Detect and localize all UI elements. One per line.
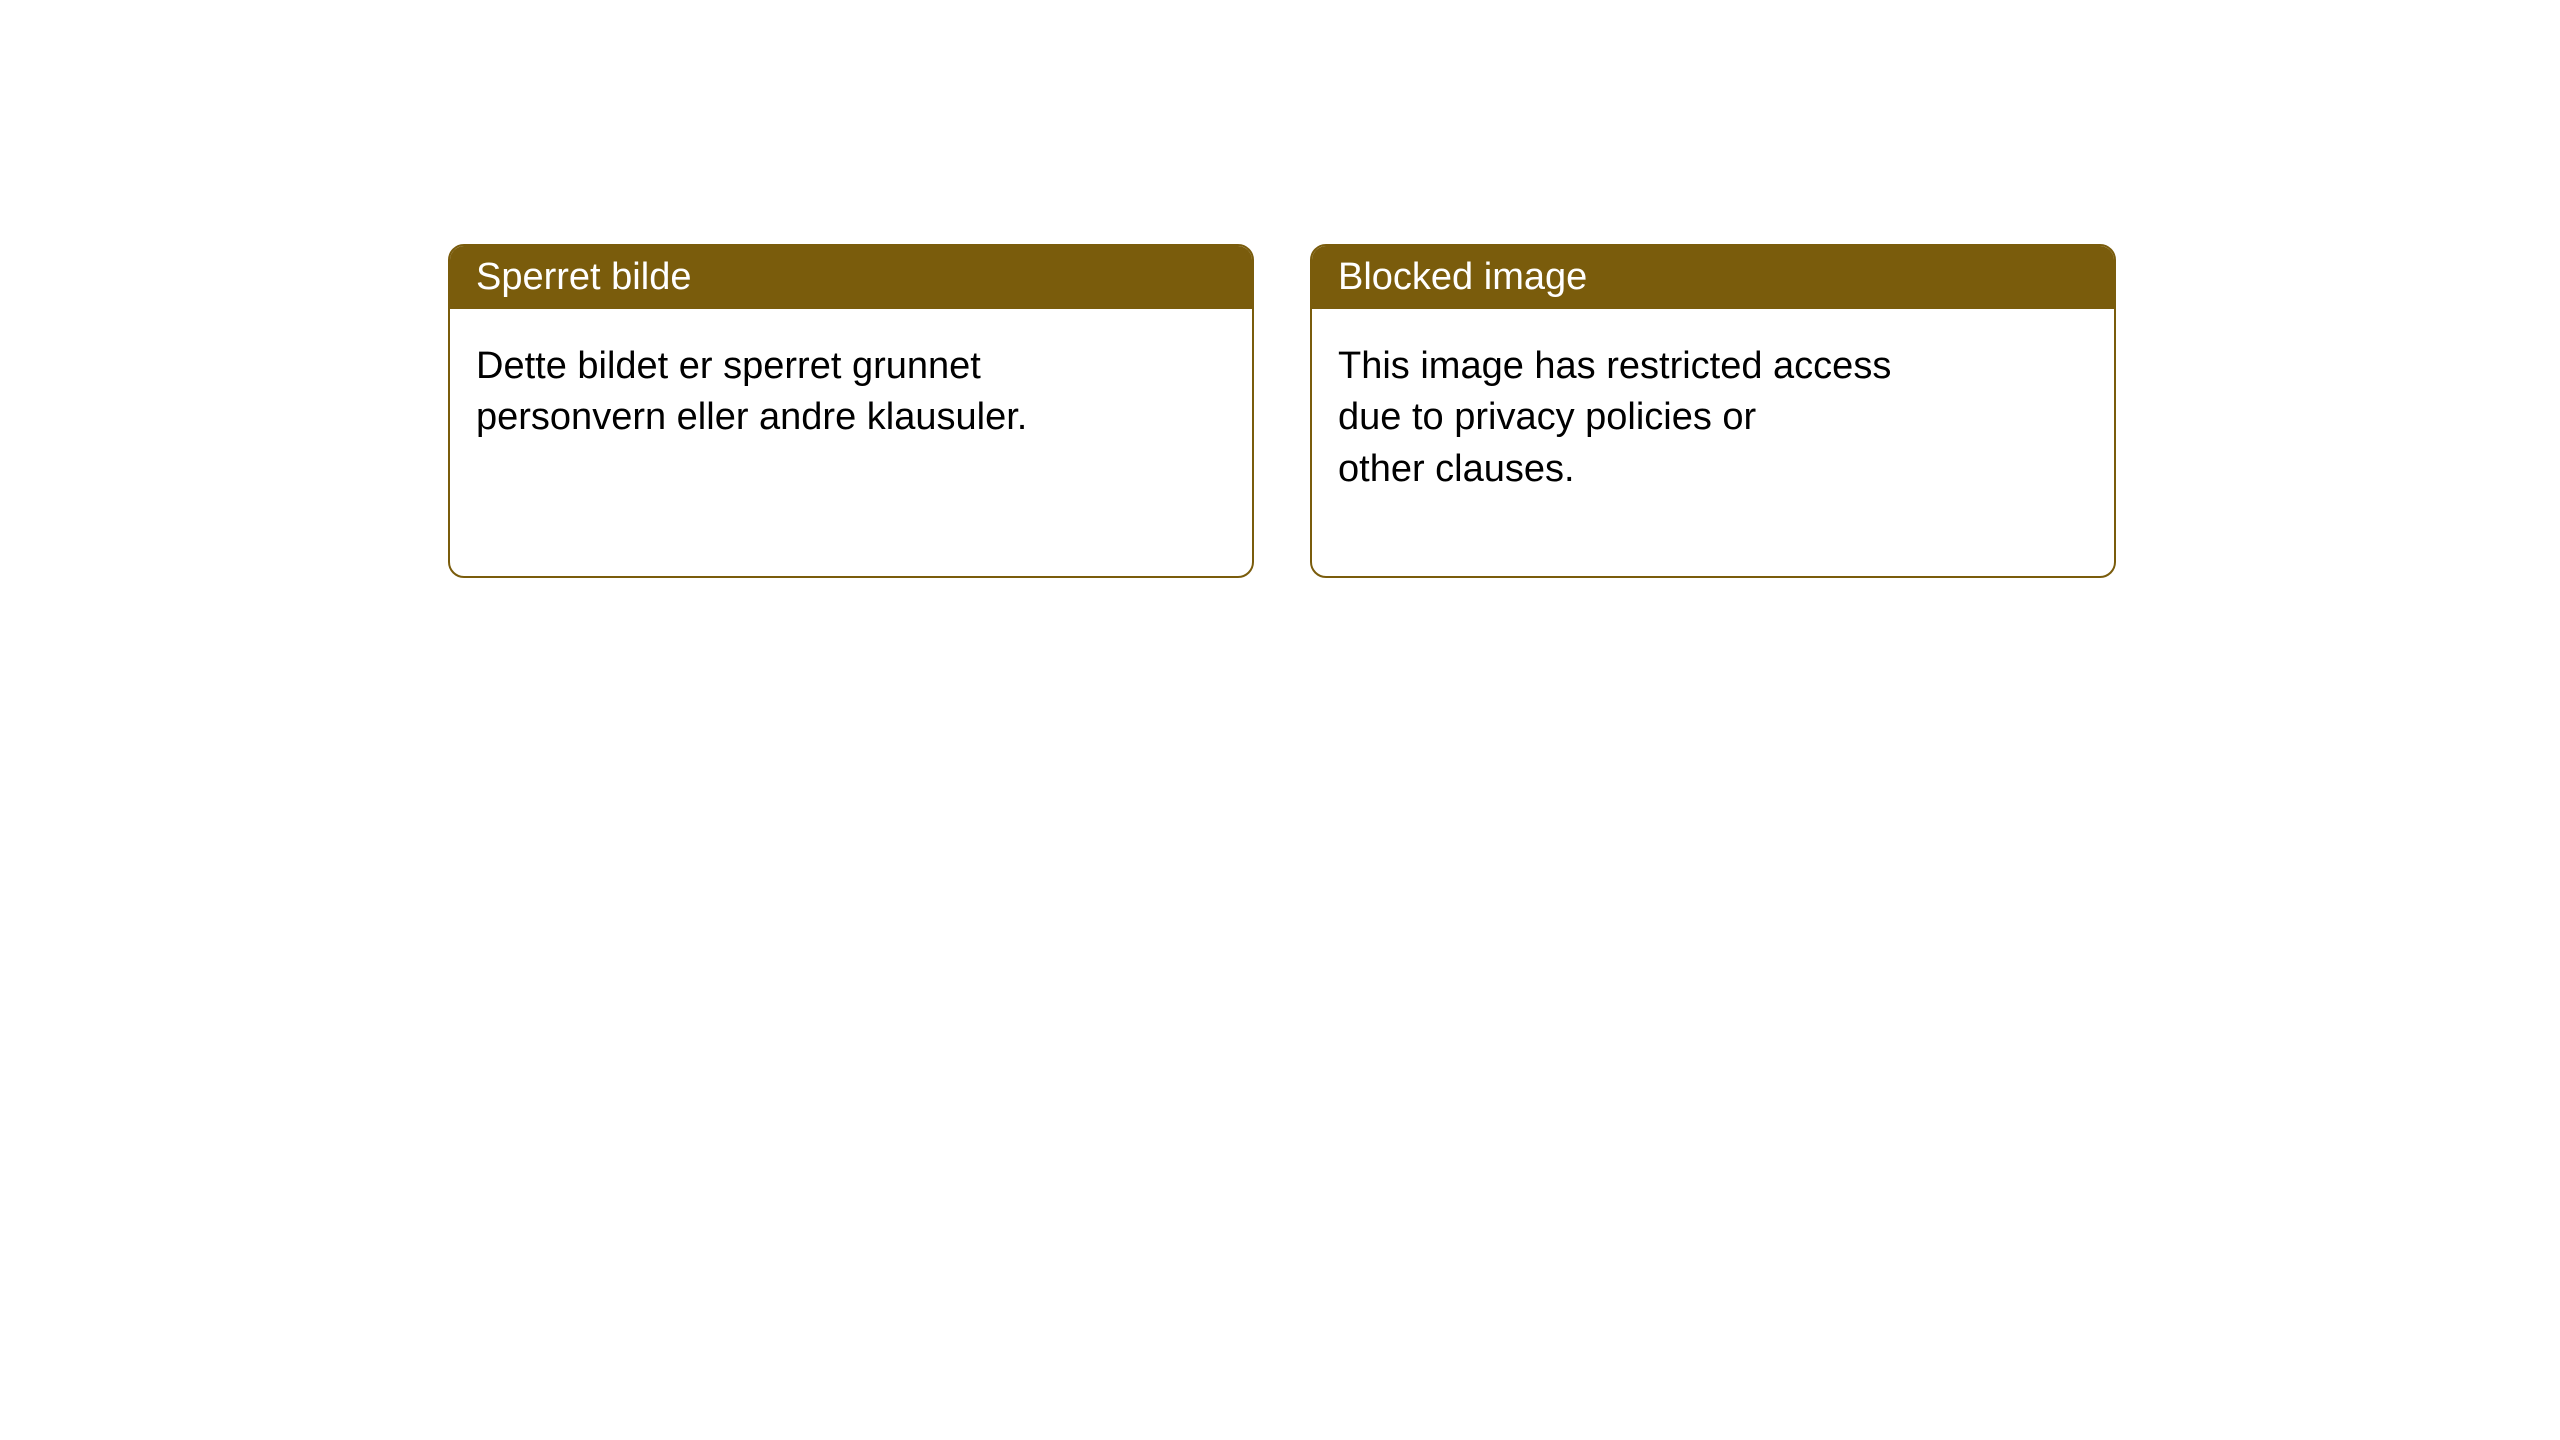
card-header-english: Blocked image — [1312, 246, 2114, 309]
card-body-norwegian: Dette bildet er sperret grunnet personve… — [450, 309, 1252, 476]
notice-card-norwegian: Sperret bilde Dette bildet er sperret gr… — [448, 244, 1254, 578]
notice-card-english: Blocked image This image has restricted … — [1310, 244, 2116, 578]
card-header-norwegian: Sperret bilde — [450, 246, 1252, 309]
card-body-english: This image has restricted access due to … — [1312, 309, 2114, 527]
notice-cards-container: Sperret bilde Dette bildet er sperret gr… — [448, 244, 2116, 578]
